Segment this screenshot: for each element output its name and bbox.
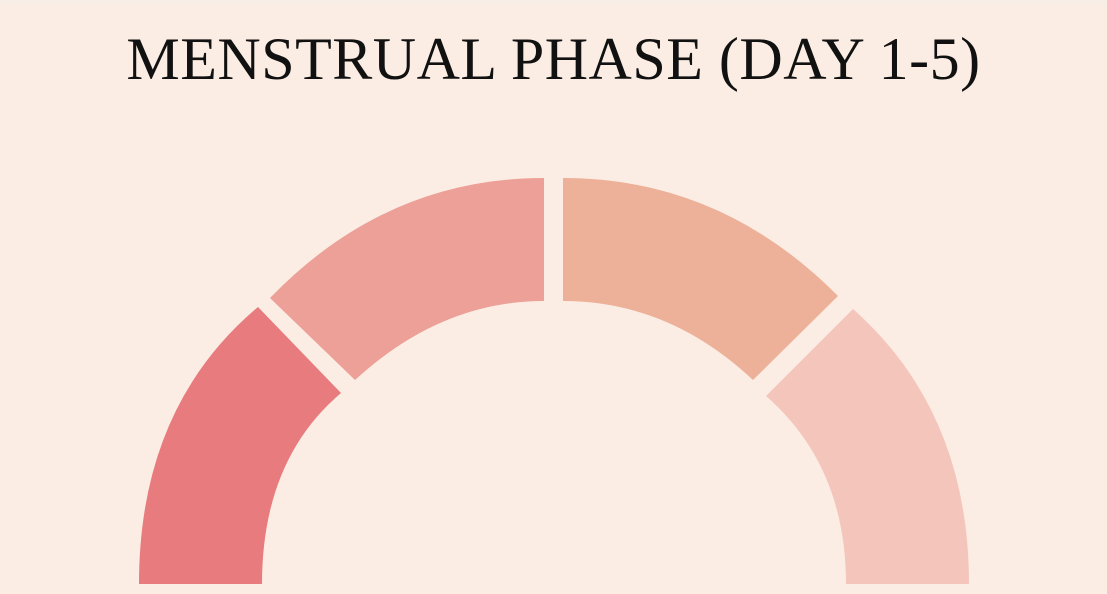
arc-segment-3: [563, 178, 838, 380]
page-title: MENSTRUAL PHASE (DAY 1-5): [126, 26, 981, 92]
arc-segment-1: [139, 307, 341, 584]
arc-segment-4: [766, 309, 969, 584]
arc-segment-2: [270, 178, 544, 380]
top-edge: [0, 0, 1107, 8]
